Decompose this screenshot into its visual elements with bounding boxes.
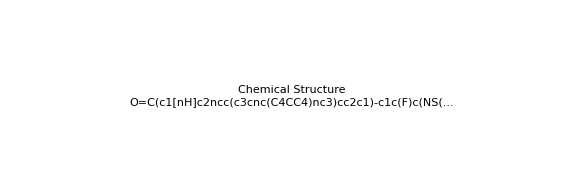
Text: Chemical Structure
O=C(c1[nH]c2ncc(c3cnc(C4CC4)nc3)cc2c1)-c1c(F)c(NS(...: Chemical Structure O=C(c1[nH]c2ncc(c3cnc… [130,85,454,107]
